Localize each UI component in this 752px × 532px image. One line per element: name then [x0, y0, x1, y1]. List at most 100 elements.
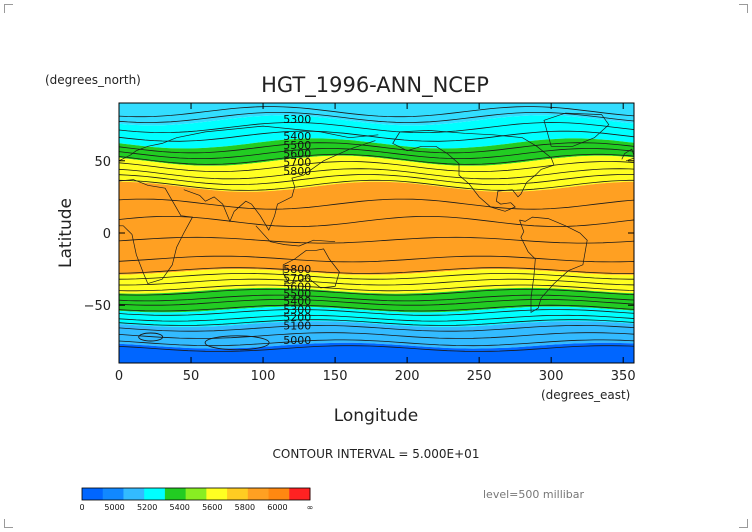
contour-label: 5400	[283, 295, 311, 308]
contour-line	[119, 324, 634, 332]
level-label: level=500 millibar	[483, 488, 585, 501]
contour-line	[119, 148, 634, 160]
coastline	[392, 130, 555, 212]
contour-line	[119, 122, 634, 134]
colorbar-swatch	[227, 488, 249, 500]
coastline	[282, 248, 340, 289]
color-band	[119, 321, 634, 349]
x-tick-label: 250	[467, 369, 492, 384]
contour-label: 5700	[283, 156, 311, 169]
color-band	[119, 103, 634, 126]
corner-mark	[4, 519, 13, 528]
contour-label: 5300	[283, 304, 311, 317]
contour-line	[119, 267, 634, 274]
contour-line	[119, 284, 634, 292]
contour-line	[119, 198, 634, 210]
contour-line	[119, 179, 634, 191]
x-tick-label: 50	[183, 369, 200, 384]
colorbar-swatch	[289, 488, 311, 500]
contour-label: 5600	[283, 280, 311, 293]
coastline	[621, 148, 634, 162]
y-unit-label: (degrees_north)	[45, 73, 141, 87]
contour-interval-label: CONTOUR INTERVAL = 5.000E+01	[273, 447, 480, 461]
colorbar-swatch	[206, 488, 228, 500]
contour-label: 5700	[283, 272, 311, 285]
coastline	[183, 140, 376, 231]
colorbar-tick-label: 0	[79, 503, 84, 512]
contour-label: 5100	[283, 319, 311, 332]
colorbar-swatch	[144, 488, 166, 500]
contour-line	[119, 168, 634, 180]
y-tick-label: 0	[103, 227, 111, 242]
contour-line	[119, 215, 634, 227]
colorbar-tick-label: 5800	[235, 503, 255, 512]
contour-label: 5000	[283, 334, 311, 347]
contour-lines	[119, 106, 634, 352]
contour-label: 5500	[283, 288, 311, 301]
colorbar-swatch	[102, 488, 124, 500]
contour-line	[119, 298, 634, 306]
contour-line	[119, 345, 634, 352]
y-tick-label: −50	[84, 299, 111, 314]
color-bands	[119, 103, 634, 363]
contour-line	[119, 236, 634, 244]
contour-line	[119, 161, 634, 173]
contour-line	[119, 332, 634, 339]
x-tick-label: 200	[395, 369, 420, 384]
corner-mark	[739, 519, 748, 528]
contour-line	[119, 174, 634, 186]
x-tick-label: 100	[251, 369, 276, 384]
color-band	[119, 155, 634, 192]
contour-line	[119, 130, 634, 142]
colorbar-tick-label: 5400	[170, 503, 190, 512]
coastline	[119, 125, 379, 162]
corner-mark	[4, 4, 13, 13]
y-tick-label: 50	[94, 155, 111, 170]
contour-label: 5800	[283, 263, 311, 276]
colorbar-tick-label: 6000	[267, 503, 287, 512]
colorbar-tick-label: 5200	[137, 503, 157, 512]
colorbar-tick-label: ∞	[307, 503, 314, 512]
color-band	[119, 181, 634, 275]
colorbar-frame	[81, 487, 311, 501]
contour-labels: 5300540055005600570058005800570056005500…	[283, 113, 311, 347]
coastline	[255, 225, 336, 247]
colorbar-swatch	[164, 488, 187, 500]
coastline	[119, 179, 194, 285]
x-tick-label: 150	[323, 369, 348, 384]
contour-line	[119, 142, 634, 154]
colorbar-swatch	[123, 488, 145, 500]
color-band	[119, 115, 634, 149]
contour-line	[119, 288, 634, 296]
coastlines	[119, 112, 634, 314]
coastline	[519, 216, 588, 314]
contour-label: 5200	[283, 311, 311, 324]
x-axis: 0 50 100 150 200 250 300 350	[115, 103, 636, 384]
x-tick-label: 300	[539, 369, 564, 384]
x-tick-label: 350	[611, 369, 636, 384]
contour-line	[119, 273, 634, 280]
contour-line	[119, 319, 634, 326]
colorbar-swatch	[82, 488, 104, 500]
y-axis: 50 0 −50	[84, 155, 634, 314]
colorbar-tick-label: 5600	[202, 503, 222, 512]
color-band	[119, 269, 634, 294]
color-band	[119, 138, 634, 166]
colorbar-swatch	[247, 488, 270, 500]
contour-line	[138, 332, 164, 342]
colorbar-swatch	[268, 488, 290, 500]
contour-line	[119, 339, 634, 347]
contour-label: 5400	[283, 130, 311, 143]
contour-line	[119, 255, 634, 263]
contour-line	[119, 112, 634, 123]
contour-line	[119, 278, 634, 286]
chart-title: HGT_1996-ANN_NCEP	[261, 73, 489, 98]
y-axis-title: Latitude	[56, 198, 76, 268]
contour-label: 5300	[283, 113, 311, 126]
x-axis-title: Longitude	[334, 406, 419, 426]
contour-line	[204, 335, 270, 351]
colorbar: 0 5000 5200 5400 5600 5800 6000 ∞	[79, 487, 314, 512]
x-tick-label: 0	[115, 369, 123, 384]
contour-line	[119, 294, 634, 302]
